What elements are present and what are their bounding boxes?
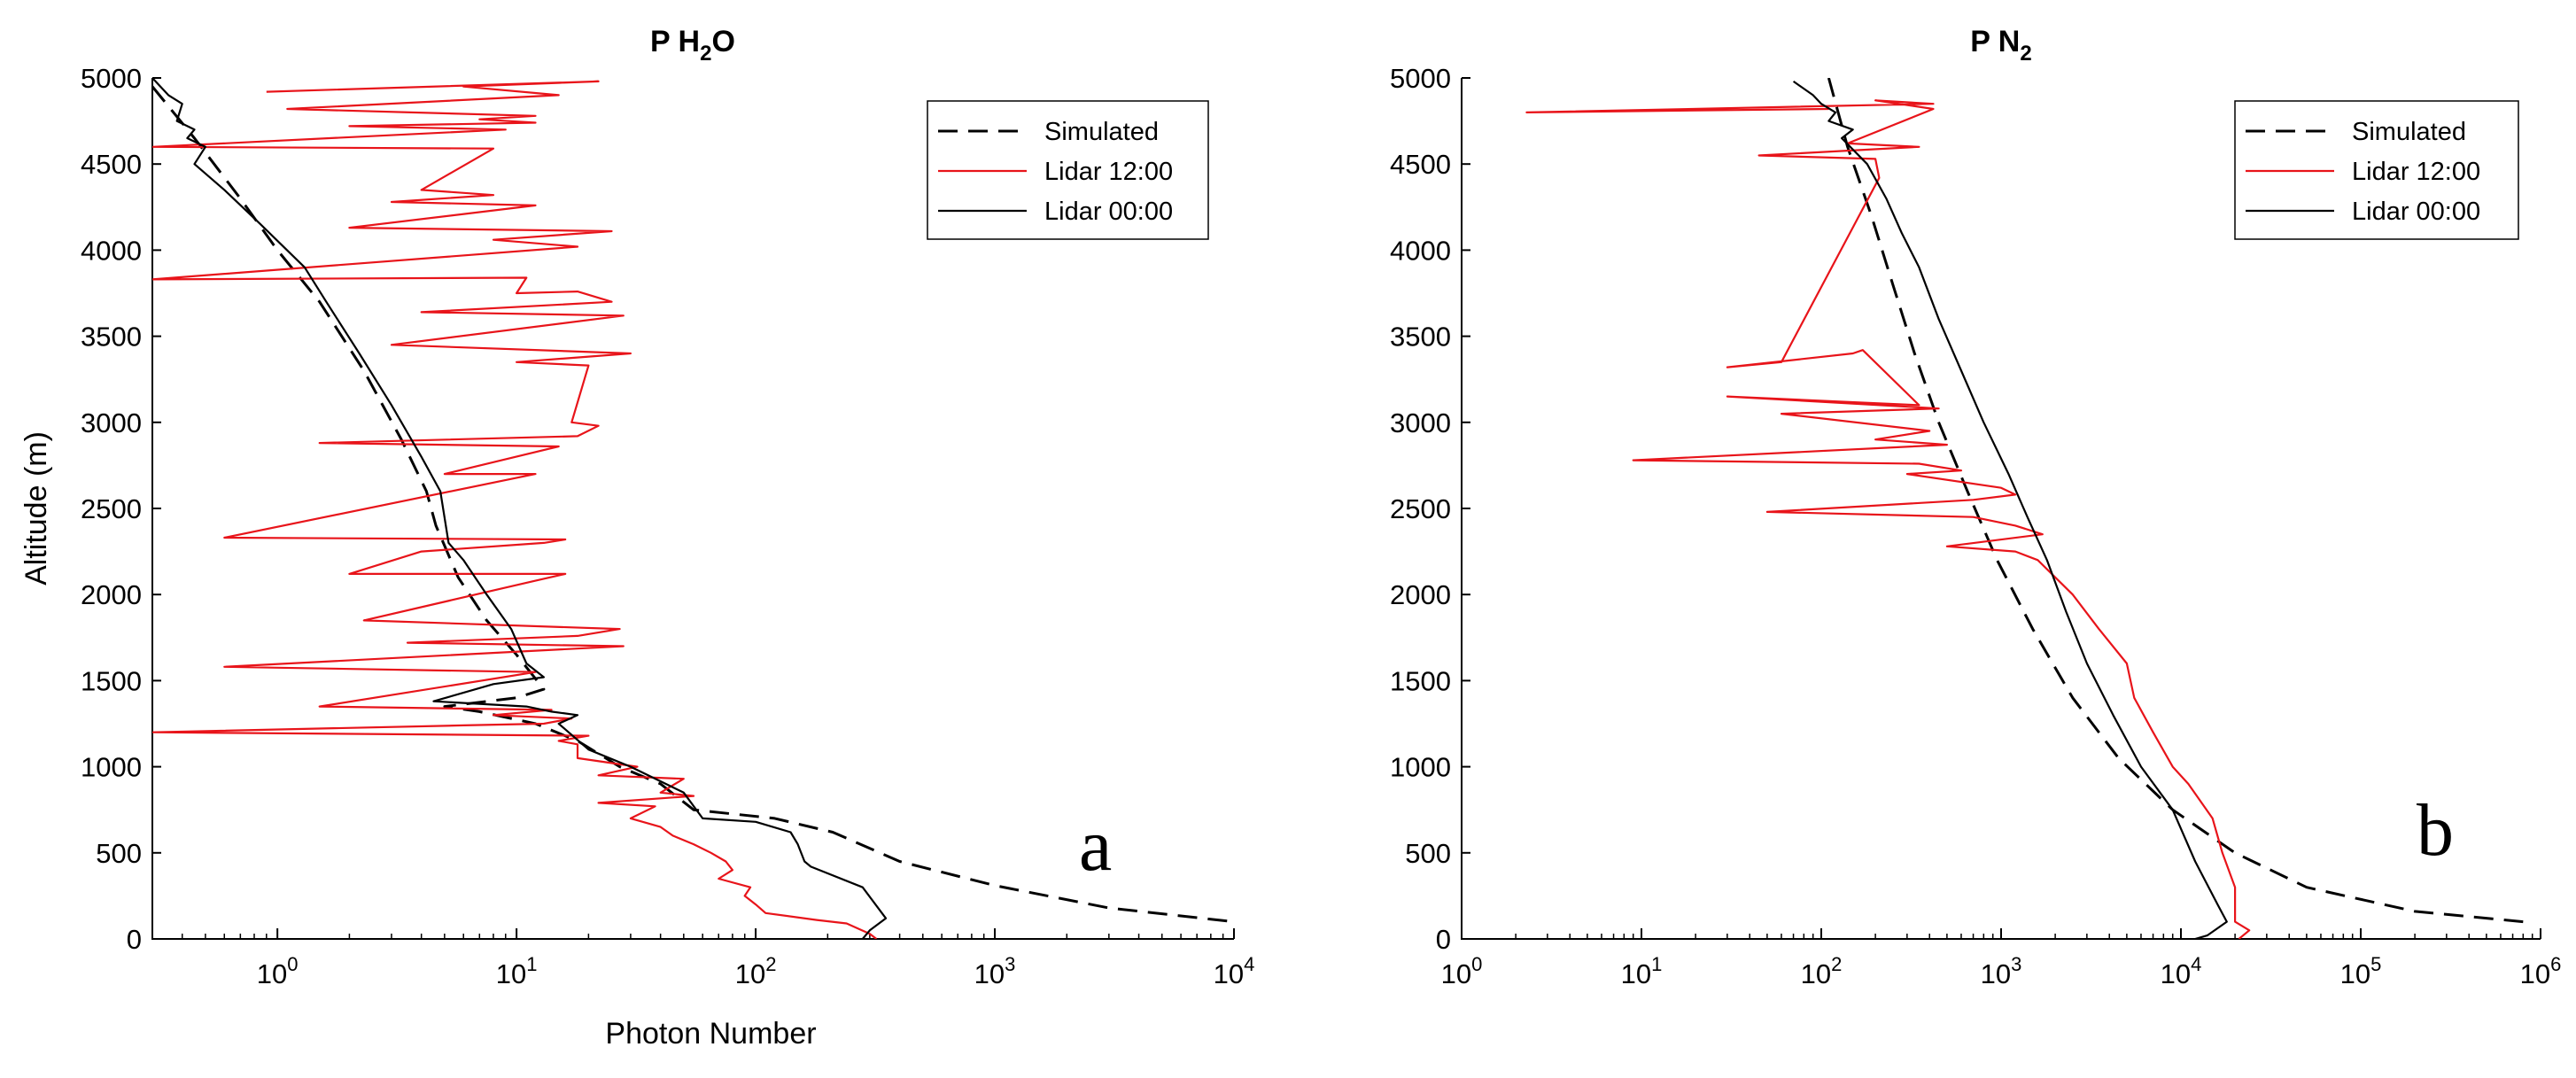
panel-a-x-tick-label: 102 <box>735 953 777 989</box>
panel-b-title: P N2 <box>1970 25 2031 66</box>
panel-b-x-tick-label: 101 <box>1621 953 1663 989</box>
panel-a: 0 500 1000 1500 2000 2500 3000 3500 4000 4500 5000… <box>19 25 1254 1051</box>
panel-a-y-tick-label: 3000 <box>81 407 142 438</box>
panel-b-y-tick-label: 4000 <box>1390 235 1451 266</box>
panel-b-legend-label: Simulated <box>2352 118 2466 146</box>
panel-a-letter: a <box>1079 804 1112 887</box>
panel-a-y-tick-label: 3500 <box>81 322 142 353</box>
panel-b-y-tick-label: 0 <box>1436 924 1451 955</box>
panel-b-x-tick-label: 103 <box>1981 953 2022 989</box>
panel-b-legend-box <box>2234 100 2519 240</box>
panel-a-x-tick-label: 103 <box>974 953 1016 989</box>
panel-a-series-lidar-12-00 <box>152 80 878 939</box>
panel-a-y-tick-label: 500 <box>96 838 142 869</box>
panel-a-legend-label: Lidar 00:00 <box>1044 198 1173 226</box>
panel-a-y-tick-label: 0 <box>127 924 142 955</box>
panel-a-title: P H2O <box>650 25 735 66</box>
panel-b-y-tick-label: 5000 <box>1390 63 1451 94</box>
panel-b-y-tick-label: 2000 <box>1390 579 1451 610</box>
panel-a-x-tick-label: 104 <box>1214 953 1255 989</box>
panel-b-y-tick-label: 1500 <box>1390 665 1451 696</box>
panel-b-y-tick-label: 4500 <box>1390 149 1451 180</box>
panel-b-y-tick-label: 3000 <box>1390 407 1451 438</box>
panel-b-y-tick-label: 500 <box>1405 838 1451 869</box>
panel-b-y-tick-label: 3500 <box>1390 322 1451 353</box>
panel-a-legend-label: Simulated <box>1044 118 1159 146</box>
panel-a-legend-label: Lidar 12:00 <box>1044 158 1173 186</box>
panel-b-legend-label: Lidar 00:00 <box>2352 198 2480 226</box>
panel-a-y-tick-label: 1000 <box>81 752 142 783</box>
panel-b-y-tick-label: 2500 <box>1390 493 1451 524</box>
panel-b-x-tick-label: 102 <box>1801 953 1843 989</box>
panel-a-x-axis-title: Photon Number <box>605 1017 816 1051</box>
panel-a-series-lidar-00-00 <box>152 78 888 939</box>
panel-b-x-tick-label: 100 <box>1441 953 1483 989</box>
panel-b-x-tick-label: 105 <box>2340 953 2382 989</box>
panel-a-x-tick-label: 101 <box>496 953 538 989</box>
panel-a-y-axis-title: Altitude (m) <box>19 431 53 586</box>
panel-a-y-tick-label: 1500 <box>81 665 142 696</box>
panel-b-letter: b <box>2417 789 2454 872</box>
panel-b-series-lidar-00-00 <box>1792 80 2228 939</box>
panel-a-y-tick-label: 4500 <box>81 149 142 180</box>
panel-a-series-group <box>152 78 1234 939</box>
panel-a-series-simulated <box>152 85 1234 924</box>
panel-b-x-tick-label: 104 <box>2161 953 2202 989</box>
panel-b-series-lidar-12-00 <box>1525 99 2251 939</box>
panel-a-y-tick-label: 2000 <box>81 579 142 610</box>
panel-b: 0 500 1000 1500 2000 2500 3000 3500 4000 4500 5000… <box>1390 25 2561 989</box>
panel-b-series-group <box>1525 78 2524 939</box>
panel-b-y-tick-label: 1000 <box>1390 752 1451 783</box>
panel-a-x-tick-label: 100 <box>257 953 299 989</box>
panel-a-y-tick-label: 4000 <box>81 235 142 266</box>
panel-b-series-simulated <box>1827 78 2524 924</box>
panel-b-legend-label: Lidar 12:00 <box>2352 158 2480 186</box>
panel-b-x-tick-label: 106 <box>2520 953 2562 989</box>
panel-a-y-tick-label: 2500 <box>81 493 142 524</box>
panel-a-y-tick-label: 5000 <box>81 63 142 94</box>
